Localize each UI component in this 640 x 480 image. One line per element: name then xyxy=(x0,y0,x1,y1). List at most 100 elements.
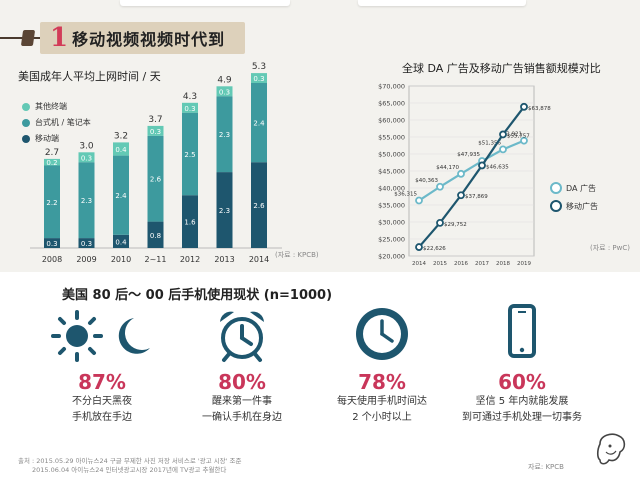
stat-percent-4: 60% xyxy=(498,370,546,394)
stat-col-4: 60% 坚信 5 年内就能发展 到可通过手机处理一切事务 xyxy=(442,304,602,426)
legend-swatch xyxy=(22,118,30,127)
bar-segment-label: 2.3 xyxy=(219,131,230,139)
bar-segment-label: 0.3 xyxy=(81,154,92,162)
section-banner: 1 移动视频视频时代到 xyxy=(0,22,250,54)
line-legend-swatch xyxy=(550,200,562,212)
bar-x-tick-label: 2~11 xyxy=(145,255,167,264)
line-point xyxy=(436,182,444,191)
stat-percent-2: 80% xyxy=(218,370,266,394)
bar-segment xyxy=(147,221,164,248)
line-y-tick-label: $25,000 xyxy=(378,236,405,244)
bar-segment xyxy=(44,238,60,248)
line-point-label: $63,878 xyxy=(528,106,551,112)
line-legend-label: 移动广告 xyxy=(566,201,598,211)
stat-col-3: 78% 每天使用手机时间达 2 个小时以上 xyxy=(302,304,462,426)
line-y-tick-label: $60,000 xyxy=(378,117,405,125)
line-y-tick-label: $65,000 xyxy=(378,100,405,108)
bar-segment xyxy=(251,83,267,163)
banner-label: 1 移动视频视频时代到 xyxy=(40,22,245,54)
bar-segment-label: 2.3 xyxy=(219,207,230,215)
bar-segment xyxy=(251,162,267,248)
bar-x-tick-label: 2012 xyxy=(180,255,200,264)
bar-segment-label: 2.6 xyxy=(253,202,265,210)
bar-segment xyxy=(113,234,129,248)
bar-segment xyxy=(216,96,233,173)
line-x-tick-label: 2014 xyxy=(412,261,426,267)
stat-line-2a: 醒来第一件事 xyxy=(212,396,272,407)
bar-segment xyxy=(78,238,95,248)
legend-label: 移动端 xyxy=(35,134,59,143)
line-point xyxy=(499,130,507,139)
bar-total-label: 3.2 xyxy=(114,131,128,141)
line-point-label: $22,626 xyxy=(423,246,446,252)
legend-swatch xyxy=(22,102,30,111)
bar-segment xyxy=(147,125,164,136)
line-chart-title: 全球 DA 广告及移动广告销售额规模对比 xyxy=(402,62,601,75)
bar-segment xyxy=(113,155,129,235)
footer-source: 자료: KPCB xyxy=(528,463,564,471)
clock-icon xyxy=(356,308,408,360)
sun-moon-icon xyxy=(51,310,150,362)
line-point xyxy=(457,191,465,200)
banner-number: 1 xyxy=(50,23,69,53)
line-y-tick-label: $20,000 xyxy=(378,253,405,261)
bar-segment-label: 2.4 xyxy=(115,192,127,200)
bar-total-label: 4.3 xyxy=(183,92,197,102)
bar-segment-label: 0.8 xyxy=(150,232,161,240)
top-tab-left xyxy=(120,0,290,6)
bar-total-label: 2.7 xyxy=(45,148,59,158)
bar-total-label: 5.3 xyxy=(252,62,266,72)
line-point-label: $29,752 xyxy=(444,222,467,228)
bar-total-label: 3.7 xyxy=(148,115,162,125)
bar-segment-label: 0.4 xyxy=(115,146,127,154)
bar-segment-label: 0.3 xyxy=(81,240,92,248)
line-point-label: $46,635 xyxy=(486,164,509,170)
bar-segment xyxy=(182,195,198,248)
line-x-tick-label: 2018 xyxy=(496,261,510,267)
line-point-label: $53,921 xyxy=(499,132,522,138)
stat-col-2: 80% 醒来第一件事 一确认手机在身边 xyxy=(162,304,322,426)
bar-total-label: 3.0 xyxy=(79,141,94,151)
stat-percent-3: 78% xyxy=(358,370,406,394)
legend-label: 其他终端 xyxy=(35,102,67,111)
bar-segment-label: 0.4 xyxy=(115,238,127,246)
line-point xyxy=(457,169,465,178)
top-tab-right xyxy=(358,0,526,6)
line-chart: $20,000 $25,000 $30,000 $35,000 $40,000 $45,0… xyxy=(378,83,598,268)
stat-line-4b: 到可通过手机处理一切事务 xyxy=(462,412,582,423)
line-point xyxy=(520,102,528,111)
bar-chart: 0.3 2.2 0.22.7 2008 0.3 2.3 0.3 3.0 2009 0.4 2.4 0.… xyxy=(30,62,282,264)
legend-label: 台式机 / 笔记本 xyxy=(35,118,91,127)
line-legend-label: DA 广告 xyxy=(566,183,596,193)
stat-line-1a: 不分白天黑夜 xyxy=(72,396,132,407)
bar-x-tick-label: 2008 xyxy=(42,255,62,264)
bar-x-tick-label: 2013 xyxy=(214,255,234,264)
legend-item: 台式机 / 笔记本 xyxy=(22,117,91,128)
stat-line-1b: 手机放在手边 xyxy=(72,412,132,423)
line-point xyxy=(415,196,423,205)
line-x-tick-label: 2017 xyxy=(475,261,489,267)
line-x-tick-label: 2019 xyxy=(517,261,531,267)
line-point xyxy=(478,161,486,170)
line-y-tick-label: $55,000 xyxy=(378,134,405,142)
bar-segment xyxy=(44,165,60,239)
line-y-tick-label: $30,000 xyxy=(378,219,405,227)
bar-total-label: 4.9 xyxy=(217,75,232,85)
bar-segment xyxy=(78,152,95,163)
brand-logo xyxy=(596,433,626,465)
bar-segment-label: 2.5 xyxy=(184,151,195,159)
banner-title: 移动视频视频时代到 xyxy=(72,30,226,49)
banner-pin xyxy=(20,30,36,46)
line-point xyxy=(499,145,507,154)
smartphone-icon xyxy=(508,304,536,358)
line-y-tick-label: $40,000 xyxy=(378,185,405,193)
legend-item: 其他终端 xyxy=(22,101,67,112)
bar-chart-source: (자료 : KPCB) xyxy=(275,251,319,259)
line-y-tick-label: $50,000 xyxy=(378,151,405,159)
bar-chart-title: 美国成年人平均上网时间 / 天 xyxy=(18,70,161,83)
line-point-label: $37,869 xyxy=(465,194,488,200)
bar-segment xyxy=(216,86,233,97)
line-point xyxy=(415,243,423,251)
line-point xyxy=(520,136,528,145)
line-series-0 xyxy=(418,139,525,202)
